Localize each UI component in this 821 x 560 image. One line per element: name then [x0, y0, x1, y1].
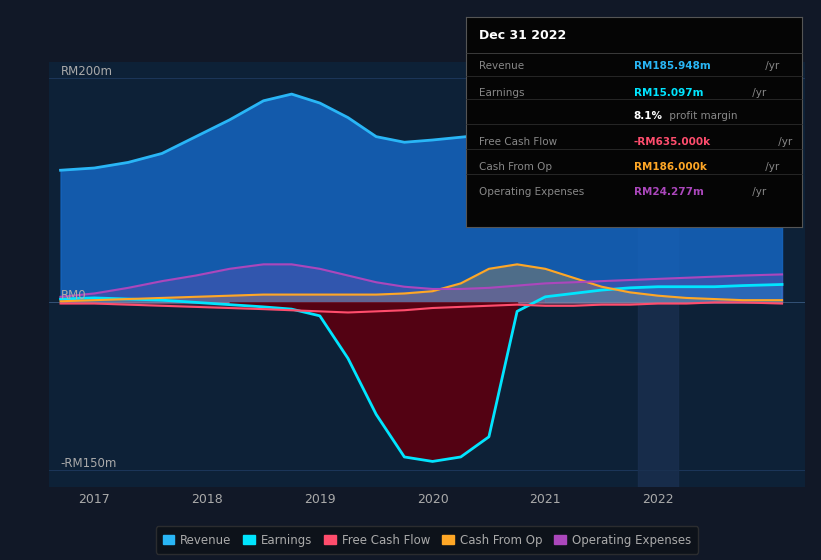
Text: -RM150m: -RM150m	[61, 458, 117, 470]
Text: RM24.277m: RM24.277m	[634, 187, 704, 197]
Text: Earnings: Earnings	[479, 88, 525, 98]
Text: -RM635.000k: -RM635.000k	[634, 137, 711, 147]
Text: Dec 31 2022: Dec 31 2022	[479, 30, 566, 43]
Text: RM186.000k: RM186.000k	[634, 162, 707, 172]
Text: /yr: /yr	[749, 187, 766, 197]
Text: Free Cash Flow: Free Cash Flow	[479, 137, 557, 147]
Text: Revenue: Revenue	[479, 61, 524, 71]
Text: RM200m: RM200m	[61, 66, 112, 78]
Text: profit margin: profit margin	[666, 111, 737, 122]
Text: /yr: /yr	[762, 162, 779, 172]
Legend: Revenue, Earnings, Free Cash Flow, Cash From Op, Operating Expenses: Revenue, Earnings, Free Cash Flow, Cash …	[155, 526, 699, 554]
Text: RM15.097m: RM15.097m	[634, 88, 704, 98]
Text: Operating Expenses: Operating Expenses	[479, 187, 585, 197]
Text: /yr: /yr	[749, 88, 766, 98]
Text: /yr: /yr	[762, 61, 779, 71]
Bar	[638, 62, 678, 487]
Text: 8.1%: 8.1%	[634, 111, 663, 122]
Text: Cash From Op: Cash From Op	[479, 162, 552, 172]
Text: RM0: RM0	[61, 290, 86, 302]
Text: /yr: /yr	[774, 137, 791, 147]
Text: RM185.948m: RM185.948m	[634, 61, 710, 71]
